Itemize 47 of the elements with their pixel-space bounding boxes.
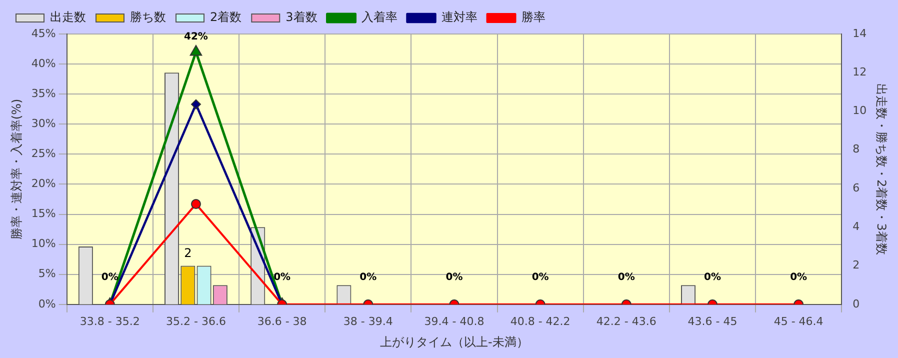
x-tick-label: 42.2 - 43.6 [596,314,656,328]
y-tick-label: 10% [31,237,56,250]
x-tick-label: 40.8 - 42.2 [510,314,570,328]
y-tick-label: 40% [31,56,56,70]
x-tick-label: 45 - 46.4 [774,314,824,328]
y-tick-label: 20% [31,177,56,190]
data-label: 0% [532,272,549,283]
legend-label: 出走数 [50,10,86,24]
x-axis-title: 上がりタイム（以上-未満） [380,334,528,349]
data-label: 0% [446,272,463,283]
y2-tick-label: 2 [852,258,860,272]
data-label: 0% [790,272,808,283]
x-tick-label: 36.6 - 38 [257,314,307,328]
y-tick-label: 25% [31,147,56,160]
legend-label: 連対率 [441,10,478,24]
y2-tick-label: 12 [852,65,867,78]
legend-label: 入着率 [361,10,398,24]
y2-axis-title: 出走数・勝ち数・2着数・3着数 [874,84,889,255]
legend-label: 勝ち数 [130,10,166,24]
legend-label: 2着数 [210,10,242,24]
y2-tick-label: 6 [852,181,860,194]
y2-tick-label: 8 [852,142,860,156]
y2-tick-label: 0 [852,297,860,310]
y-tick-label: 30% [31,116,56,130]
data-label: 42% [184,32,208,43]
y-tick-label: 45% [31,26,56,40]
x-tick-label: 38 - 39.4 [343,314,393,328]
x-tick-label: 43.6 - 45 [688,314,738,328]
y-tick-label: 35% [31,86,56,100]
legend-label: 3着数 [286,10,318,24]
x-tick-label: 39.4 - 40.8 [424,314,484,328]
data-label: 2 [184,246,192,260]
data-label: 0% [360,272,377,283]
y2-tick-label: 14 [852,26,867,40]
y-tick-label: 15% [31,207,56,220]
data-label: 0% [618,272,635,283]
y2-tick-label: 10 [852,104,867,118]
y-tick-label: 0% [38,297,56,310]
legend-label: 勝率 [521,10,546,24]
x-tick-label: 33.8 - 35.2 [80,314,140,328]
y-tick-label: 5% [38,267,56,280]
x-tick-label: 35.2 - 36.6 [166,314,226,328]
data-label: 0% [704,272,721,283]
y2-tick-label: 4 [852,220,860,233]
data-label: 0% [274,272,291,283]
y-axis-title: 勝率・連対率・入着率(%) [9,98,24,240]
data-label: 0% [101,272,118,283]
